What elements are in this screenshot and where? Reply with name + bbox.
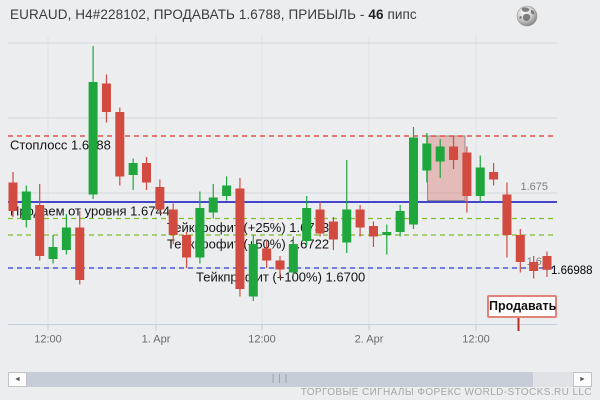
horizontal-scrollbar: ||| ◄ ► [8,372,592,387]
x-axis-tick-label: 12:00 [248,334,276,346]
candle-body [155,187,165,210]
candle-body [168,209,178,235]
footer-branding: ТОРГОВЫЕ СИГНАЛЫ ФОРЕКС WORLD-STOCKS.RU … [300,387,592,398]
candle-body [409,137,418,225]
profit-value: 46 [368,7,384,22]
candle-body [529,262,539,271]
sell-button[interactable]: Продавать [487,295,557,318]
candle-body [21,191,31,220]
candle-body [342,209,352,243]
profit-unit: пипс [383,7,417,22]
current-price-label: 1.66988 [551,265,593,277]
scrollbar-left-button[interactable]: ◄ [8,372,27,387]
candle-body [355,209,365,228]
candle-body [395,211,405,232]
x-axis-tick-label: 12:00 [462,334,490,346]
candle-body [115,112,125,177]
candle-body [288,244,298,273]
arrow-right-icon: ► [579,376,586,383]
level-label-tp2: Тейкпрофит (+50%) 1.6722 [167,237,329,252]
arrow-left-icon: ◄ [14,376,21,383]
candle-body [328,221,338,240]
candle-body [302,208,312,241]
candle-body [435,146,445,162]
candle-body [422,143,432,171]
candle-body [542,256,552,270]
candle-body [382,232,392,235]
candle-body [195,208,205,258]
scrollbar-grip-icon: ||| [270,374,290,384]
y-axis-label: 1.675 [520,181,548,193]
candle-body [88,82,98,195]
scrollbar-right-button[interactable]: ► [573,372,592,387]
entry-zone-highlight [427,135,466,201]
chart-title: EURAUD, H4#228102, ПРОДАВАТЬ 1.6788, ПРИ… [10,7,417,22]
candle-body [489,172,499,180]
candle-body [208,197,218,213]
globe-icon [516,5,538,27]
candle-body [222,185,232,196]
candle-body [462,152,472,196]
x-axis-tick-label: 1. Apr [142,334,171,346]
level-label-stoploss: Стоплосс 1.6788 [10,138,111,153]
level-label-tp1: Тейкпрофит (+25%) 1.6733 [167,220,329,235]
x-axis-tick-label: 2. Apr [355,334,384,346]
candle-body [235,188,245,289]
candle-body [449,146,459,160]
x-axis-tick-label: 12:00 [34,334,62,346]
candle-body [182,235,192,258]
candle-body [368,226,378,237]
candle-body [275,260,285,270]
candle-body [35,205,45,256]
candle-body [262,248,272,261]
candle-body [142,163,151,183]
level-label-tp3: Тейкпрофит (+100%) 1.6700 [196,270,365,285]
candle-body [61,227,71,250]
candle-body [502,194,512,235]
candle-body [475,167,485,196]
chart-title-text: EURAUD, H4#228102, ПРОДАВАТЬ 1.6788, ПРИ… [10,7,369,22]
candle-body [315,209,325,234]
candle-body [248,244,258,297]
candle-body [75,227,85,280]
candle-body [8,182,18,211]
candle-body [128,163,138,175]
candle-body [515,235,525,262]
scrollbar-thumb[interactable]: ||| [27,372,533,387]
candle-body [48,247,58,259]
level-label-entry: Продаем от уровня 1.6744 [10,204,170,219]
candle-body [101,83,111,112]
